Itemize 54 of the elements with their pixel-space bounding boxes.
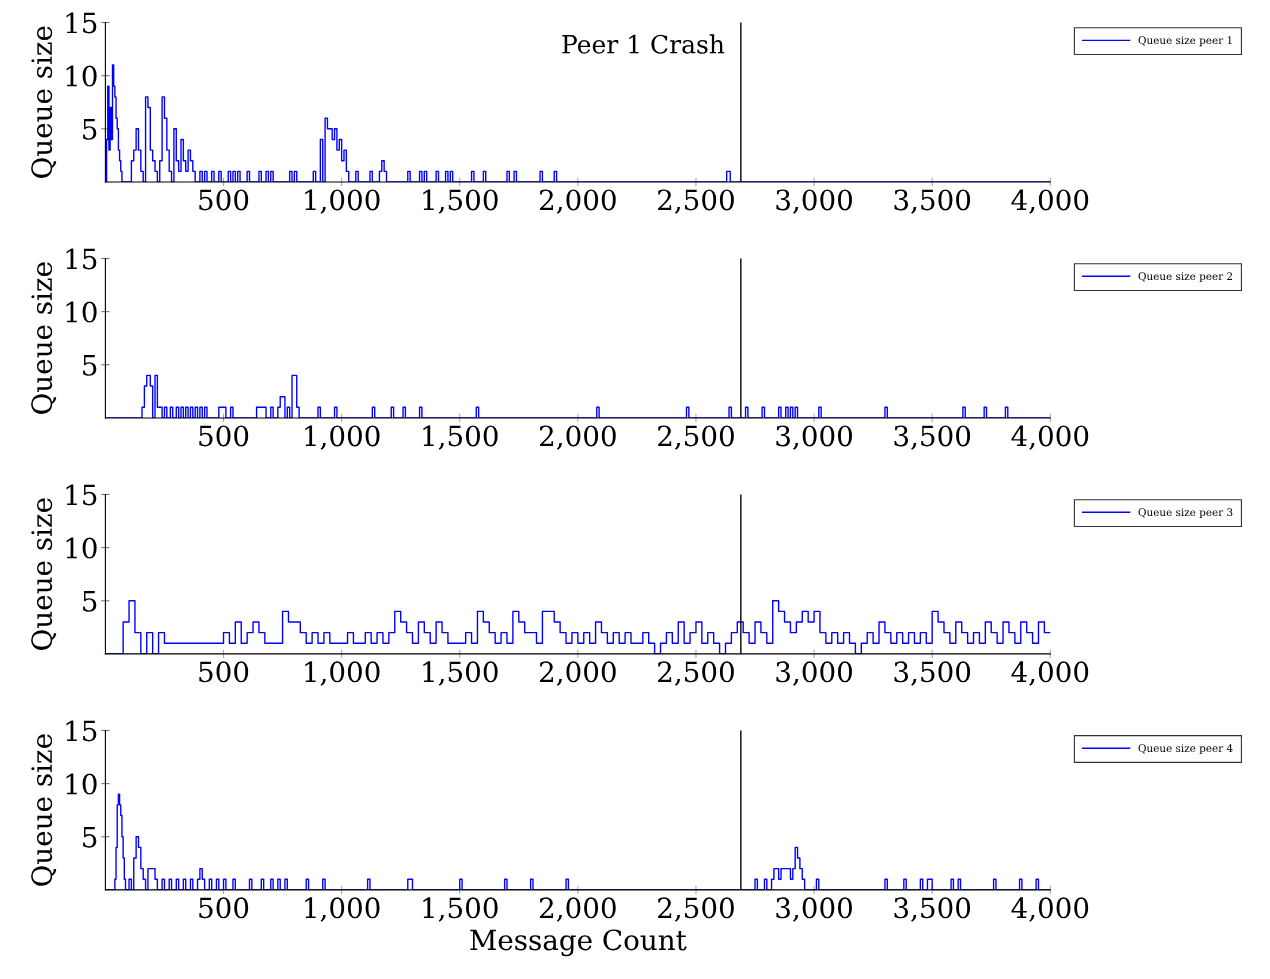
x-tick-label: 3,000: [776, 425, 852, 450]
x-tick-label: 2,000: [539, 661, 616, 686]
x-tick-label: 3,000: [776, 661, 852, 686]
y-tick-label: 10: [66, 301, 97, 323]
x-tick-label: 1,500: [423, 661, 498, 686]
x-tick-label: 3,000: [776, 189, 852, 214]
x-tick-label: 1,000: [305, 189, 380, 214]
y-tick-label: 15: [66, 720, 97, 742]
x-tick-label: 3,500: [894, 897, 971, 922]
y-axis-title: Queue size: [31, 26, 57, 178]
x-tick-label: 1,000: [305, 425, 380, 450]
y-tick-label: 10: [66, 537, 97, 559]
x-tick-label: 1,500: [423, 189, 498, 214]
x-tick-label: 3,000: [776, 897, 852, 922]
x-tick-label: 500: [199, 425, 249, 447]
x-tick-label: 2,500: [658, 425, 734, 450]
y-tick-label: 10: [66, 773, 97, 795]
x-tick-label: 500: [199, 189, 249, 211]
legend-label: Queue size peer 3: [1138, 508, 1233, 519]
y-axis-title: Queue size: [31, 734, 57, 886]
x-axis-title: Message Count: [470, 929, 687, 957]
y-tick-label: 5: [83, 591, 97, 612]
y-tick-label: 5: [83, 827, 97, 848]
y-axis-title: Queue size: [31, 262, 57, 414]
x-tick-label: 3,500: [894, 189, 971, 214]
x-tick-label: 2,000: [539, 897, 616, 922]
x-tick-label: 3,500: [894, 661, 971, 686]
y-tick-label: 15: [66, 248, 97, 270]
legend-label: Queue size peer 2: [1138, 272, 1233, 283]
ref-line-label: Peer 1 Crash: [562, 34, 725, 54]
x-tick-label: 4,000: [1011, 189, 1089, 214]
y-tick-label: 5: [83, 119, 97, 140]
x-tick-label: 3,500: [894, 425, 971, 450]
y-tick-label: 5: [83, 355, 97, 376]
x-tick-label: 4,000: [1011, 897, 1089, 922]
x-tick-label: 4,000: [1011, 661, 1089, 686]
x-tick-label: 1,000: [305, 661, 380, 686]
x-tick-label: 2,500: [658, 189, 734, 214]
x-tick-label: 1,500: [423, 425, 498, 450]
x-tick-label: 500: [199, 897, 249, 919]
x-tick-label: 4,000: [1011, 425, 1089, 450]
y-tick-label: 15: [66, 484, 97, 506]
x-tick-label: 2,000: [539, 189, 616, 214]
y-tick-label: 10: [66, 65, 97, 87]
x-tick-label: 500: [199, 661, 249, 683]
x-tick-label: 2,500: [658, 897, 734, 922]
legend-label: Queue size peer 4: [1138, 744, 1233, 755]
x-tick-label: 1,000: [305, 897, 380, 922]
x-tick-label: 1,500: [423, 897, 498, 922]
y-axis-title: Queue size: [31, 498, 57, 650]
y-tick-label: 15: [66, 12, 97, 34]
x-tick-label: 2,000: [539, 425, 616, 450]
legend-label: Queue size peer 1: [1138, 36, 1232, 47]
x-tick-label: 2,500: [658, 661, 734, 686]
